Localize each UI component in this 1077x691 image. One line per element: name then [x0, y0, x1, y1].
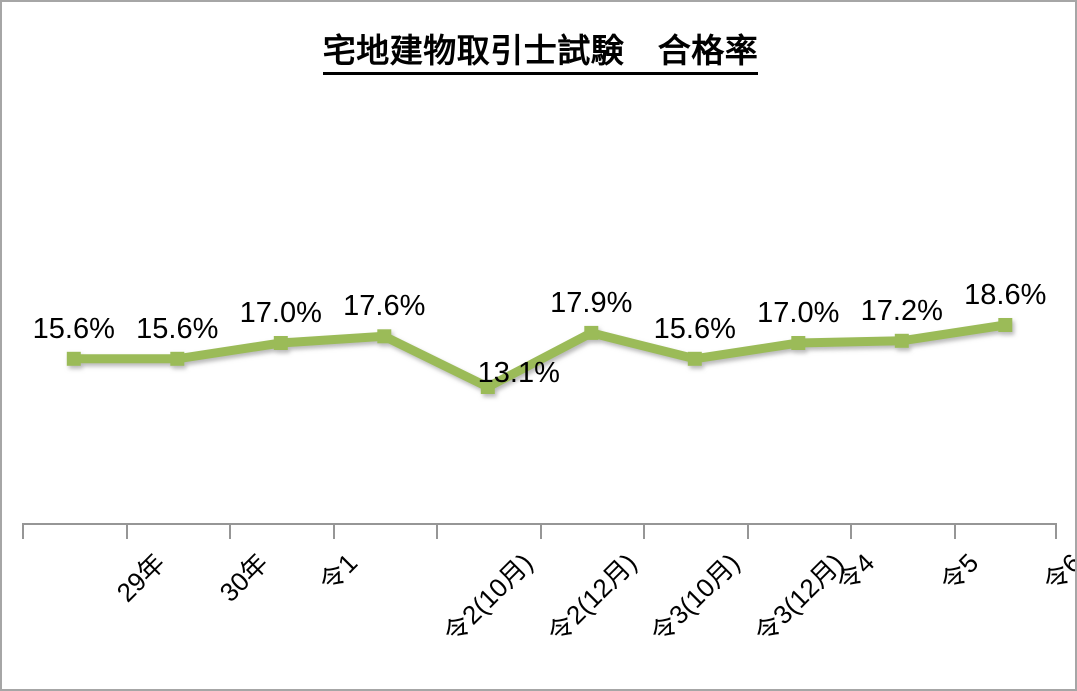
series-marker: [791, 336, 806, 350]
data-label: 18.6%: [964, 279, 1047, 311]
series-marker: [687, 351, 702, 366]
x-axis-tick: [229, 525, 231, 539]
x-axis-tick: [643, 525, 645, 539]
data-label: 17.6%: [343, 290, 426, 323]
series-marker: [998, 318, 1013, 332]
series-line-group: [66, 318, 1013, 394]
data-label: 13.1%: [477, 357, 560, 389]
series-marker: [273, 336, 288, 350]
series-line: [73, 320, 1006, 392]
chart-title: 宅地建物取引士試験 合格率: [2, 24, 1075, 75]
data-label: 15.6%: [136, 312, 219, 345]
series-marker: [170, 351, 185, 366]
data-label: 17.9%: [550, 286, 633, 319]
data-label: 17.0%: [239, 297, 322, 329]
data-label: 15.6%: [32, 312, 115, 345]
series-markers: [66, 318, 1013, 394]
series-marker: [66, 351, 81, 366]
x-axis-tick: [953, 525, 956, 539]
x-axis-tick: [850, 525, 852, 539]
x-axis-tick: [125, 525, 128, 539]
x-axis-tick: [332, 525, 335, 539]
x-axis-tick: [22, 525, 24, 539]
data-label: 17.2%: [860, 294, 943, 327]
x-axis-tick: [436, 525, 438, 539]
series-marker: [584, 325, 599, 340]
x-axis-tick: [539, 525, 542, 539]
data-label: 15.6%: [653, 312, 736, 345]
series-marker: [480, 380, 495, 394]
chart-title-text: 宅地建物取引士試験 合格率: [322, 32, 759, 75]
data-label: 17.0%: [757, 297, 840, 329]
x-axis-tick: [1055, 525, 1057, 539]
x-axis-tick: [746, 525, 749, 539]
series-marker: [894, 333, 909, 348]
x-axis-line: [22, 523, 1057, 525]
series-marker: [377, 329, 392, 344]
